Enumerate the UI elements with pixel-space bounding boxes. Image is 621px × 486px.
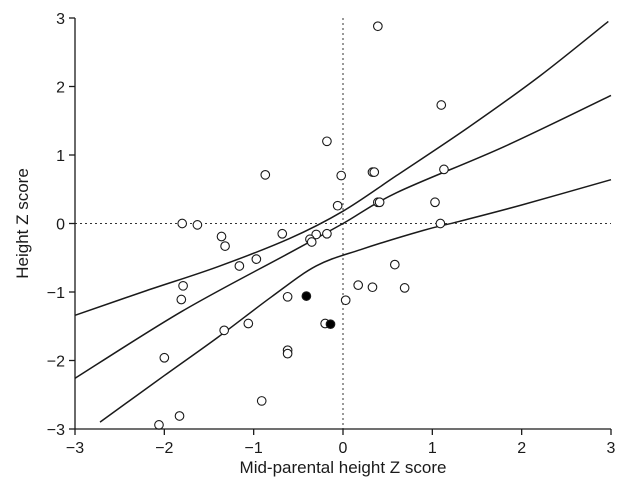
x-tick-label: 0 — [339, 440, 348, 457]
x-tick-label: −1 — [245, 440, 263, 457]
x-tick-label: −2 — [155, 440, 173, 457]
open-data-point — [159, 352, 170, 363]
y-axis-label: Height Z score — [13, 168, 32, 279]
open-data-point — [282, 291, 293, 302]
open-data-point — [369, 167, 380, 177]
open-data-point — [219, 325, 230, 336]
open-data-point — [282, 348, 293, 359]
open-data-point — [220, 241, 230, 251]
open-data-point — [367, 282, 378, 293]
y-tick-label: −1 — [47, 285, 65, 302]
y-tick-label: 1 — [56, 148, 65, 165]
open-data-point — [176, 294, 187, 305]
open-data-point — [174, 411, 185, 421]
open-data-point — [311, 229, 322, 240]
x-axis-ticks: −3 −2 −1 0 1 2 3 — [66, 429, 616, 457]
open-data-point — [243, 318, 254, 329]
y-axis-ticks: −3 −2 −1 0 1 2 3 — [47, 11, 75, 439]
filled-data-point — [325, 319, 336, 330]
open-data-point — [234, 261, 245, 271]
data-points — [154, 21, 449, 430]
y-tick-label: 3 — [56, 11, 65, 28]
open-data-point — [389, 259, 400, 270]
open-data-point — [340, 295, 351, 306]
open-data-point — [260, 170, 271, 180]
y-tick-label: −2 — [47, 354, 65, 371]
x-tick-label: 1 — [428, 440, 437, 457]
x-tick-label: 3 — [607, 440, 616, 457]
x-axis-label: Mid-parental height Z score — [240, 458, 447, 477]
regression-line — [74, 94, 612, 379]
y-tick-label: 2 — [56, 80, 65, 97]
open-data-point — [178, 280, 188, 291]
open-data-point — [435, 218, 446, 229]
open-data-point — [251, 254, 262, 264]
y-tick-label: −3 — [47, 422, 65, 439]
x-tick-label: −3 — [66, 440, 84, 457]
open-data-point — [439, 164, 449, 175]
open-data-point — [436, 100, 447, 110]
open-data-point — [374, 197, 385, 208]
lower-band-line — [99, 178, 612, 423]
filled-data-point — [301, 291, 312, 301]
upper-band-line — [74, 20, 609, 316]
open-data-point — [372, 21, 383, 32]
open-data-point — [177, 218, 188, 229]
open-data-point — [306, 237, 317, 247]
open-data-point — [336, 170, 347, 181]
open-data-point — [154, 420, 164, 430]
open-data-point — [192, 220, 203, 230]
open-data-point — [322, 228, 332, 239]
x-tick-label: 2 — [517, 440, 526, 457]
open-data-point — [256, 396, 267, 406]
open-data-point — [430, 197, 440, 208]
open-data-point — [332, 200, 343, 211]
y-tick-label: 0 — [56, 217, 65, 234]
open-data-point — [277, 228, 288, 239]
open-data-point — [399, 283, 410, 293]
open-data-point — [216, 231, 227, 242]
open-data-point — [353, 280, 364, 291]
fit-lines — [74, 20, 612, 423]
open-data-point — [322, 136, 332, 147]
